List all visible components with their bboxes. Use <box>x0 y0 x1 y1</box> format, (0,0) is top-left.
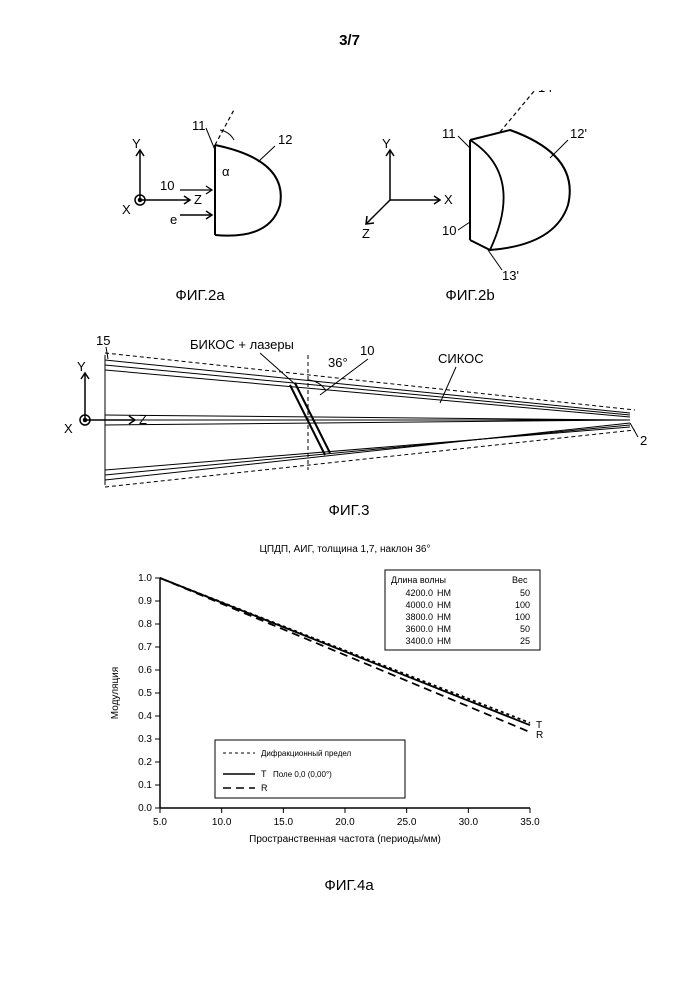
fig2b: Y X Z 11 10 12' 13' 14' <box>362 90 587 283</box>
xtick-label: 5.0 <box>153 817 167 828</box>
ytick-label: 0.8 <box>138 619 152 630</box>
wave-weight: 100 <box>515 612 530 622</box>
ytick-label: 0.7 <box>138 642 152 653</box>
angle-36: 36° <box>328 355 348 370</box>
xtick-label: 15.0 <box>274 817 294 828</box>
fig4a-label: ФИГ.4a <box>324 877 374 894</box>
wave-hdr-wave: Длина волны <box>391 575 446 585</box>
ref-11-2b: 11 <box>442 126 456 141</box>
legend-r: R <box>261 783 268 793</box>
axis-z-2b: Z <box>362 226 370 241</box>
ref-11-2a: 11 <box>192 118 206 133</box>
wave-val: 3400.0 <box>405 636 433 646</box>
axis-y-2b: Y <box>382 136 391 151</box>
wave-unit: НМ <box>437 624 451 634</box>
legend-t: T <box>261 769 267 779</box>
wave-unit: НМ <box>437 636 451 646</box>
wave-weight: 50 <box>520 624 530 634</box>
wave-val: 4000.0 <box>405 600 433 610</box>
ytick-label: 0.5 <box>138 688 152 699</box>
ref-13p-2b: 13' <box>502 268 519 283</box>
ref-14p-2b: 14' <box>538 90 555 95</box>
wave-weight: 25 <box>520 636 530 646</box>
axis-x-3: X <box>64 421 73 436</box>
fig2a-label: ФИГ.2a <box>175 287 225 304</box>
xtick-label: 25.0 <box>397 817 417 828</box>
ytick-label: 0.2 <box>138 757 152 768</box>
ref-2-3: 2 <box>640 433 647 448</box>
page-number: 3/7 <box>0 32 699 49</box>
axis-z-2a: Z <box>194 192 202 207</box>
wave-hdr-weight: Вес <box>512 575 528 585</box>
fig2a: Y Z X e α 10 11 12 <box>122 108 292 236</box>
fig2b-label: ФИГ.2b <box>445 287 494 304</box>
ref-12-2a: 12 <box>278 132 292 147</box>
chart-title: ЦПДП, АИГ, толщина 1,7, наклон 36° <box>260 544 431 555</box>
xtick-label: 30.0 <box>459 817 479 828</box>
fig2-row: Y Z X e α 10 11 12 <box>0 90 699 310</box>
axes-2b <box>366 150 440 224</box>
y-label: Модуляция <box>110 667 121 719</box>
end-label-r: R <box>536 730 543 741</box>
wave-weight: 50 <box>520 588 530 598</box>
fig3: Y Z X <box>0 320 699 520</box>
ref-15: 15 <box>96 333 110 348</box>
legend-field: Поле 0,0 (0,00°) <box>273 770 332 779</box>
axis-y-3: Y <box>77 359 86 374</box>
xtick-label: 35.0 <box>520 817 540 828</box>
ytick-label: 0.4 <box>138 711 152 722</box>
xtick-label: 10.0 <box>212 817 232 828</box>
label-alpha-2a: α <box>222 164 230 179</box>
axis-x-2a: X <box>122 202 131 217</box>
wave-val: 3600.0 <box>405 624 433 634</box>
ytick-label: 0.3 <box>138 734 152 745</box>
ref-10-3: 10 <box>360 343 374 358</box>
fig4a: ЦПДП, АИГ, толщина 1,7, наклон 36° 0.0 0.1… <box>0 530 699 930</box>
ref-10-2a: 10 <box>160 178 174 193</box>
label-sikos: СИКОС <box>438 351 484 366</box>
legend-diff: Дифракционный предел <box>261 749 352 758</box>
ytick-label: 0.1 <box>138 780 152 791</box>
wave-val: 4200.0 <box>405 588 433 598</box>
label-bikos: БИКОС + лазеры <box>190 337 294 352</box>
ref-10-2b: 10 <box>442 223 456 238</box>
x-label: Пространственная частота (периоды/мм) <box>249 834 441 845</box>
wave-unit: НМ <box>437 612 451 622</box>
ytick-label: 1.0 <box>138 573 152 584</box>
fig3-label: ФИГ.3 <box>329 502 370 519</box>
xtick-label: 20.0 <box>335 817 355 828</box>
prism-2b <box>470 90 570 270</box>
axes-3 <box>80 373 135 425</box>
ytick-label: 0.9 <box>138 596 152 607</box>
wave-unit: НМ <box>437 588 451 598</box>
rays-3 <box>105 355 630 485</box>
ref-12p-2b: 12' <box>570 126 587 141</box>
wave-unit: НМ <box>437 600 451 610</box>
wave-weight: 100 <box>515 600 530 610</box>
axis-y-2a: Y <box>132 136 141 151</box>
axis-x-2b: X <box>444 192 453 207</box>
ytick-label: 0.0 <box>138 803 152 814</box>
wave-val: 3800.0 <box>405 612 433 622</box>
ytick-label: 0.6 <box>138 665 152 676</box>
label-e-2a: e <box>170 212 177 227</box>
